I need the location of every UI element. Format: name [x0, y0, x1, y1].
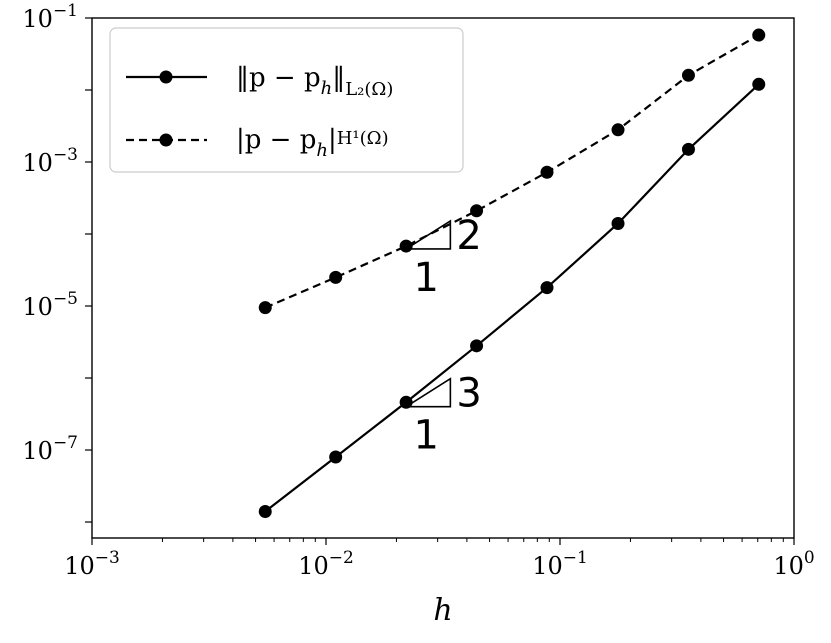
series-line-l2	[264, 83, 760, 513]
slope-run-label: 1	[414, 413, 439, 459]
data-point-l2	[258, 505, 272, 519]
data-point-h1	[681, 68, 695, 82]
x-tick-label: 100	[773, 548, 814, 580]
y-tick-label: 10−3	[22, 145, 78, 177]
data-point-h1	[540, 165, 554, 179]
data-point-l2	[329, 450, 343, 464]
data-point-h1	[611, 123, 625, 137]
x-axis-label: h	[433, 593, 452, 628]
slope-triangle	[403, 219, 452, 250]
slope-rise-label: 3	[456, 371, 481, 417]
x-tick-label: 10−3	[64, 548, 120, 580]
data-point-h1	[470, 204, 484, 218]
slope-rise-label: 2	[456, 213, 481, 259]
axis-ticks: 10−3 10−2 10−1 100 10−7 10−5 10−3 10−1	[22, 1, 814, 580]
legend-solid-marker	[159, 70, 173, 84]
data-point-l2	[681, 142, 695, 156]
y-tick-label: 10−7	[22, 433, 78, 465]
legend: ‖p − ph‖L₂(Ω) |p − ph|H¹(Ω)	[109, 27, 464, 173]
legend-entry-l2: ‖p − ph‖L₂(Ω)	[236, 63, 393, 100]
data-point-l2	[611, 216, 625, 230]
legend-dashed-marker	[159, 133, 173, 147]
data-point-h1	[258, 301, 272, 315]
x-tick-label: 10−2	[298, 548, 354, 580]
slope-triangle	[403, 377, 452, 408]
slope-run-label: 1	[414, 255, 439, 301]
y-tick-label: 10−5	[22, 289, 78, 321]
plot-area-frame	[91, 17, 795, 539]
data-point-l2	[540, 281, 554, 295]
x-tick-label: 10−1	[532, 548, 588, 580]
series-line-h1	[264, 34, 760, 309]
data-point-h1	[329, 270, 343, 284]
legend-box	[109, 27, 464, 173]
data-point-l2	[752, 77, 766, 91]
legend-entry-h1: |p − ph|H¹(Ω)	[236, 125, 389, 161]
series-layer	[258, 28, 766, 519]
data-point-h1	[752, 28, 766, 42]
data-point-l2	[470, 339, 484, 353]
y-tick-label: 10−1	[22, 1, 78, 33]
